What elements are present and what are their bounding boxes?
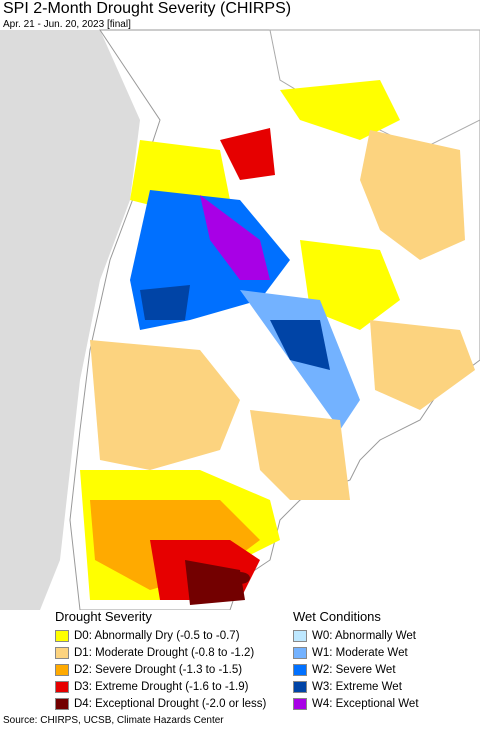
legend-item: W0: Abnormally Wet [293,627,419,644]
legend-heading: Drought Severity [55,609,152,624]
legend-label: D4: Exceptional Drought (-2.0 or less) [74,697,267,710]
legend-label: D2: Severe Drought (-1.3 to -1.5) [74,663,243,676]
area-w4 [200,195,270,280]
area-d1 [250,410,350,500]
legend-label: W0: Abnormally Wet [312,629,416,642]
legend-label: D1: Moderate Drought (-0.8 to -1.2) [74,646,255,659]
legend-item: W4: Exceptional Wet [293,695,419,712]
area-d1 [370,320,475,410]
legend-swatch [293,663,307,676]
source: Source: CHIRPS, UCSB, Climate Hazards Ce… [3,715,224,726]
legend-label: D0: Abnormally Dry (-0.5 to -0.7) [74,629,240,642]
legend-label: D3: Extreme Drought (-1.6 to -1.9) [74,680,249,693]
legend-item: D0: Abnormally Dry (-0.5 to -0.7) [55,627,266,644]
subtitle: Apr. 21 - Jun. 20, 2023 [final] [3,19,131,30]
area-d4 [185,560,245,605]
legend-heading: Wet Conditions [293,609,381,624]
legend-item: W2: Severe Wet [293,661,419,678]
legend-item: D1: Moderate Drought (-0.8 to -1.2) [55,644,266,661]
area-w3 [140,285,190,320]
legend-item: W3: Extreme Wet [293,678,419,695]
legend-swatch [55,680,69,693]
area-d1 [90,340,240,470]
area-d3 [220,128,275,180]
area-d0 [280,80,400,140]
legend-label: W4: Exceptional Wet [312,697,419,710]
legend-item: D2: Severe Drought (-1.3 to -1.5) [55,661,266,678]
legend-swatch [55,697,69,710]
legend-label: W1: Moderate Wet [312,646,408,659]
legend-swatch [55,663,69,676]
legend-swatch [293,680,307,693]
area-d4 [230,572,250,584]
map [0,29,480,610]
title: SPI 2-Month Drought Severity (CHIRPS) [3,0,292,17]
legend-item: D4: Exceptional Drought (-2.0 or less) [55,695,266,712]
legend-item: W1: Moderate Wet [293,644,419,661]
area-w3 [270,320,330,370]
legend-item: D3: Extreme Drought (-1.6 to -1.9) [55,678,266,695]
legend-swatch [55,629,69,642]
legend-wet: Wet Conditions W0: Abnormally Wet W1: Mod… [293,609,419,712]
legend-label: W3: Extreme Wet [312,680,402,693]
area-d1 [360,130,465,260]
legend-drought: Drought Severity D0: Abnormally Dry (-0.… [55,609,266,712]
area-d0 [300,240,400,330]
chile [0,30,140,610]
legend-swatch [293,629,307,642]
legend-swatch [55,646,69,659]
legend-swatch [293,646,307,659]
legend-label: W2: Severe Wet [312,663,396,676]
legend-swatch [293,697,307,710]
